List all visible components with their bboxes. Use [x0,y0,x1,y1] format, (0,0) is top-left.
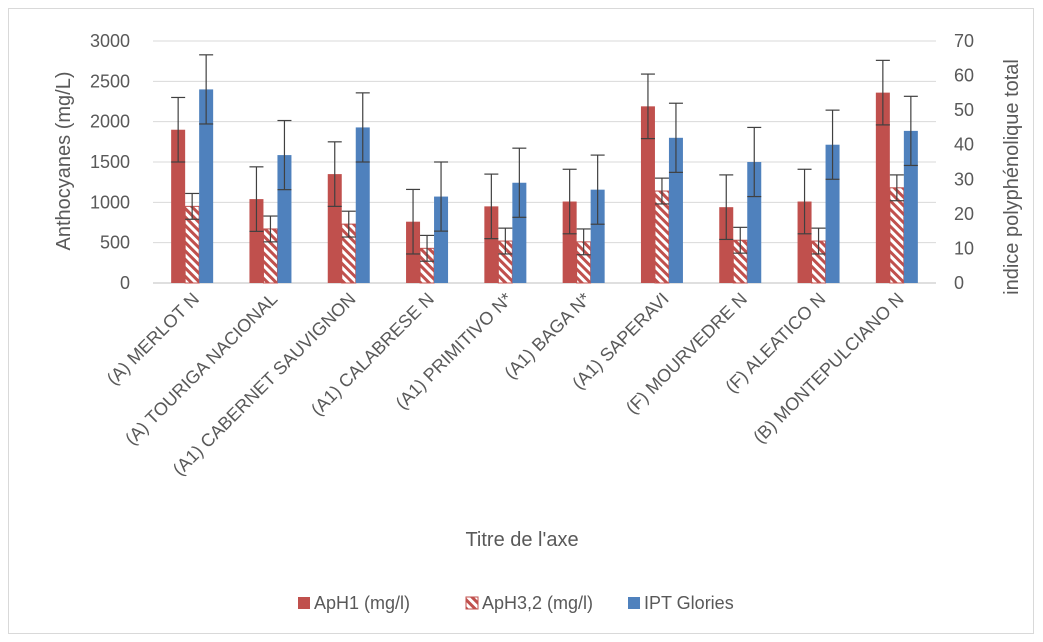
chart-area [8,8,1034,634]
y2-tick-label: 30 [954,169,974,189]
bar-aph1-mg-l [249,199,264,283]
bar-ipt-glories [512,182,527,283]
y2-tick-label: 10 [954,238,974,258]
bar-aph1-mg-l [327,174,342,283]
error-bars [171,54,918,262]
y-tick-label: 2000 [90,112,130,132]
bar-ipt-glories [668,137,683,283]
legend-swatch [298,597,310,609]
bar-aph1-mg-l [875,92,890,283]
legend-swatch [628,597,640,609]
y2-axis-ticks: 0 10 20 30 40 50 60 70 [954,31,974,293]
x-axis-ticks: (A) MERLOT N(A) TOURIGA NACIONAL(A1) CAB… [103,289,908,480]
bar-ipt-glories [903,130,918,283]
legend-label: ApH3,2 (mg/l) [482,593,593,613]
legend-label: IPT Glories [644,593,734,613]
y2-tick-label: 0 [954,273,964,293]
bar-ipt-glories [277,155,292,283]
y2-tick-label: 50 [954,100,974,120]
bar-ipt-glories [434,196,449,283]
bars [171,89,918,284]
x-axis-title: Titre de l'axe [465,529,578,551]
bar-ipt-glories [199,89,214,284]
y-tick-label: 1500 [90,152,130,172]
bar-ipt-glories [355,127,370,283]
bar-aph1-mg-l [562,201,577,283]
bar-aph1-mg-l [797,201,812,283]
y-tick-label: 3000 [90,31,130,51]
bar-aph1-mg-l [719,207,734,283]
bar-ipt-glories [590,189,605,283]
legend: ApH1 (mg/l) ApH3,2 (mg/l) IPT Glories [298,593,734,613]
x-tick-label: (B) MONTEPULCIANO N [749,289,907,447]
bar-aph3-2-mg-l [889,187,905,284]
y-tick-label: 2500 [90,71,130,91]
y2-tick-label: 20 [954,204,974,224]
y2-tick-label: 70 [954,31,974,51]
legend-swatch [465,596,479,610]
y2-axis-title: indice polyphénolique total [1001,59,1023,295]
y-axis-ticks: 0 500 1000 1500 2000 2500 3000 [90,31,130,293]
y-axis-title: Anthocyanes (mg/L) [53,72,75,251]
y-tick-label: 0 [120,273,130,293]
bar-aph1-mg-l [171,129,186,283]
y-tick-label: 500 [100,233,130,253]
bar-ipt-glories [747,162,762,283]
legend-label: ApH1 (mg/l) [314,593,410,613]
bar-aph1-mg-l [484,206,499,283]
y-tick-label: 1000 [90,192,130,212]
bar-aph3-2-mg-l [654,190,670,284]
x-tick-label: (A) TOURIGA NACIONAL [121,289,281,449]
bar-aph1-mg-l [640,106,655,283]
y2-tick-label: 40 [954,135,974,155]
y2-tick-label: 60 [954,66,974,86]
